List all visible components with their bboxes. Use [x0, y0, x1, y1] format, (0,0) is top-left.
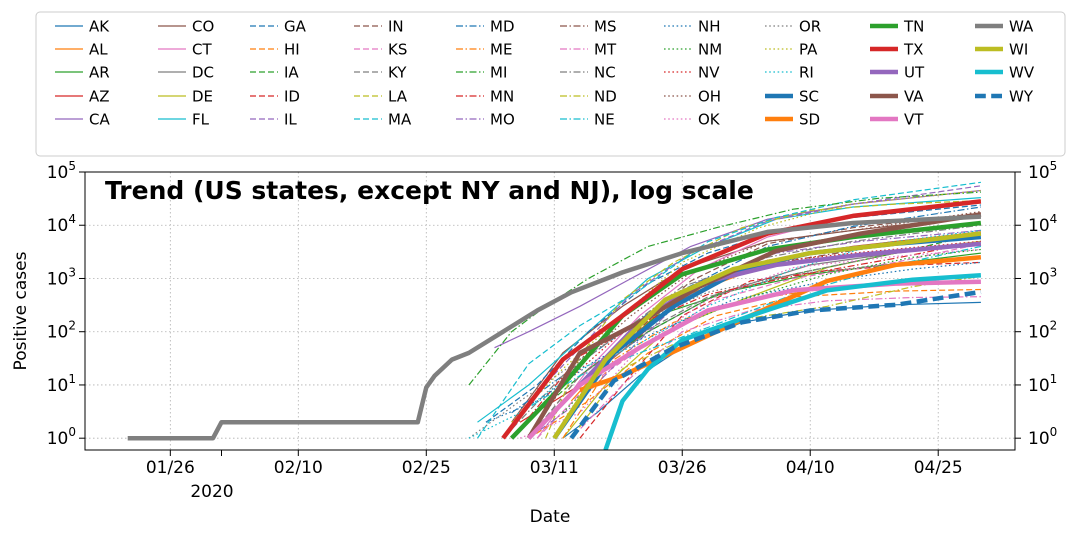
- legend-label-fl: FL: [192, 111, 210, 129]
- legend-label-wv: WV: [1009, 64, 1035, 82]
- legend-label-al: AL: [89, 41, 108, 59]
- legend-label-ct: CT: [192, 41, 212, 59]
- legend-box: [35, 11, 1066, 157]
- legend-label-or: OR: [799, 18, 821, 36]
- x-tick-label: 03/11: [530, 458, 579, 478]
- y-tick-label-right: 102: [1028, 319, 1057, 343]
- series-line-ak: [562, 301, 981, 439]
- series-line-ma: [477, 181, 981, 439]
- series-line-oh: [545, 211, 981, 414]
- y-axis-title: Positive cases: [11, 251, 31, 370]
- legend-label-ky: KY: [388, 64, 407, 82]
- series-line-tx: [501, 199, 982, 440]
- legend-label-mt: MT: [594, 41, 617, 59]
- legend-label-nv: NV: [698, 64, 720, 82]
- legend-label-ak: AK: [89, 18, 110, 36]
- legend-label-sc: SC: [799, 88, 819, 106]
- legend-label-de: DE: [192, 88, 213, 106]
- y-tick-label-left: 101: [47, 372, 76, 396]
- x-tick-label: 03/26: [658, 458, 707, 478]
- legend-label-ia: IA: [284, 64, 299, 82]
- legend-label-vt: VT: [904, 111, 924, 129]
- legend-label-me: ME: [490, 41, 512, 59]
- legend-label-ms: MS: [594, 18, 616, 36]
- series-line-nc: [502, 224, 981, 439]
- legend-label-az: AZ: [89, 88, 110, 106]
- series-line-ut: [527, 241, 982, 440]
- legend-label-pa: PA: [799, 41, 818, 59]
- y-tick-label-left: 102: [47, 319, 76, 343]
- series-line-dc: [528, 243, 981, 439]
- legend-label-md: MD: [490, 18, 515, 36]
- series-line-hi: [528, 288, 981, 439]
- series-line-wv: [603, 272, 982, 450]
- legend-label-nd: ND: [594, 88, 617, 106]
- y-tick-label-left: 104: [47, 212, 76, 236]
- series-line-wi: [552, 231, 982, 440]
- y-tick-label-right: 105: [1028, 159, 1057, 183]
- x-tick-label: 04/10: [786, 458, 835, 478]
- legend-label-mi: MI: [490, 64, 507, 82]
- axes: 01/26 02/10 02/25 03/11 03/26 04/10 04/25 100 10…: [47, 159, 1058, 478]
- y-tick-label-right: 103: [1028, 265, 1057, 289]
- y-tick-label-right: 101: [1028, 372, 1057, 396]
- legend-label-la: LA: [388, 88, 408, 106]
- legend-label-hi: HI: [284, 41, 300, 59]
- y-tick-label-left: 105: [47, 159, 76, 183]
- series-line-mt: [570, 296, 981, 439]
- legend-label-dc: DC: [192, 64, 214, 82]
- x-tick-label: 01/26: [146, 458, 195, 478]
- legend-label-mo: MO: [490, 111, 515, 129]
- legend-label-ri: RI: [799, 64, 814, 82]
- legend-label-wa: WA: [1009, 18, 1034, 36]
- y-tick-label-left: 103: [47, 265, 76, 289]
- legend-label-wi: WI: [1009, 41, 1028, 59]
- legend-label-nh: NH: [698, 18, 721, 36]
- legend-label-id: ID: [284, 88, 300, 106]
- legend-label-ar: AR: [89, 64, 110, 82]
- series-line-nm: [562, 248, 981, 414]
- y-tick-label-right: 100: [1028, 425, 1057, 449]
- legend-label-nc: NC: [594, 64, 616, 82]
- x-tick-label: 04/25: [914, 458, 963, 478]
- legend-label-ok: OK: [698, 111, 721, 129]
- x-year-label: 2020: [190, 482, 233, 502]
- legend-label-nm: NM: [698, 41, 722, 59]
- legend-label-mn: MN: [490, 88, 514, 106]
- legend-label-tn: TN: [903, 18, 924, 36]
- x-tick-label: 02/10: [274, 458, 323, 478]
- series-line-ca: [494, 189, 981, 349]
- y-tick-label-left: 100: [47, 425, 76, 449]
- series-line-wa: [127, 214, 982, 441]
- legend: AK AL AR AZ CA CO CT DC DE FL GA HI IA ID IL IN KS KY LA MA…: [55, 18, 1035, 129]
- series-line-mi: [468, 191, 981, 386]
- legend-label-ga: GA: [284, 18, 307, 36]
- legend-label-wy: WY: [1009, 88, 1034, 106]
- series-line-mn: [511, 240, 982, 439]
- legend-label-oh: OH: [698, 88, 721, 106]
- series-line-nd: [570, 275, 981, 439]
- legend-label-va: VA: [904, 88, 924, 106]
- legend-label-ne: NE: [594, 111, 615, 129]
- series-line-ok: [519, 248, 981, 439]
- x-tick-label: 02/25: [402, 458, 451, 478]
- legend-label-ut: UT: [904, 64, 925, 82]
- y-tick-label-right: 104: [1028, 212, 1057, 236]
- legend-label-co: CO: [192, 18, 214, 36]
- series-line-in: [528, 212, 981, 439]
- legend-label-in: IN: [388, 18, 404, 36]
- legend-label-il: IL: [284, 111, 297, 129]
- legend-label-tx: TX: [903, 41, 923, 59]
- legend-label-ca: CA: [89, 111, 110, 129]
- legend-label-ks: KS: [388, 41, 407, 59]
- x-axis-title: Date: [530, 507, 571, 527]
- legend-label-sd: SD: [799, 111, 820, 129]
- chart-title: Trend (US states, except NY and NJ), log…: [105, 176, 754, 205]
- series-line-md: [511, 206, 981, 414]
- legend-label-ma: MA: [388, 111, 412, 129]
- series-lines: [127, 181, 982, 450]
- plot-frame: [84, 171, 1016, 451]
- series-line-wy: [569, 289, 982, 440]
